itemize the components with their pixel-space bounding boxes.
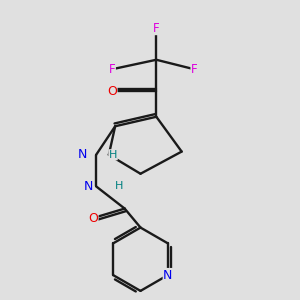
Text: O: O: [88, 212, 98, 225]
Text: H: H: [115, 182, 124, 191]
Text: N: N: [84, 180, 93, 193]
Text: H: H: [109, 150, 117, 160]
Text: F: F: [109, 63, 115, 76]
Text: N: N: [163, 268, 172, 282]
Text: F: F: [153, 22, 160, 34]
Text: N: N: [77, 148, 87, 161]
Text: F: F: [191, 63, 198, 76]
Text: O: O: [107, 85, 117, 98]
